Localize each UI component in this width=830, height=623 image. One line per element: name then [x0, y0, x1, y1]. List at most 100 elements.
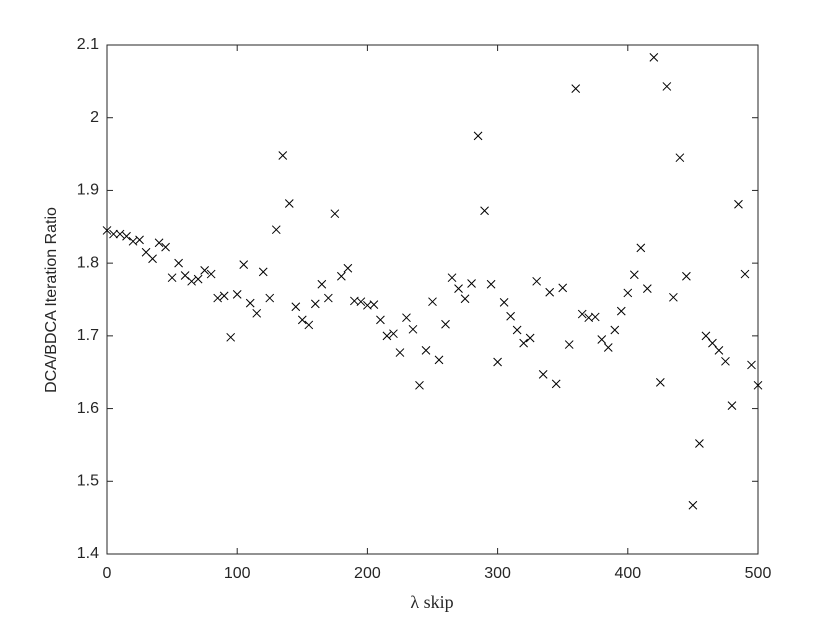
marker [310, 299, 320, 309]
y-tick-label: 1.4 [77, 545, 99, 562]
x-tick-label: 100 [224, 565, 251, 582]
marker [382, 331, 392, 341]
marker [408, 324, 418, 334]
marker [467, 279, 476, 288]
marker [675, 153, 685, 163]
marker [454, 284, 463, 293]
marker [330, 209, 340, 219]
marker [206, 269, 216, 279]
marker [708, 338, 717, 348]
marker [219, 291, 229, 301]
y-tick-label: 1.7 [77, 327, 99, 344]
marker [317, 279, 327, 289]
marker [239, 260, 249, 269]
marker [590, 312, 600, 322]
marker [122, 231, 131, 241]
marker [519, 338, 528, 348]
y-tick-label: 1.5 [77, 473, 99, 490]
marker [356, 297, 366, 307]
x-axis-label: λ skip [410, 592, 453, 612]
marker [337, 271, 346, 281]
marker [323, 293, 333, 303]
marker [597, 335, 607, 344]
x-tick-label: 0 [103, 565, 112, 582]
marker [551, 379, 561, 389]
marker [636, 243, 646, 253]
marker [747, 360, 756, 370]
marker [447, 273, 457, 283]
marker [102, 226, 112, 235]
marker [577, 309, 587, 319]
marker [161, 242, 170, 252]
marker [727, 401, 737, 411]
marker [532, 276, 542, 286]
marker [525, 333, 535, 343]
y-tick-label: 1.9 [77, 182, 99, 199]
marker [115, 229, 125, 239]
marker [376, 315, 385, 325]
x-tick-label: 500 [745, 565, 772, 582]
marker [232, 290, 242, 299]
marker [135, 235, 144, 245]
marker [499, 298, 509, 307]
x-tick-label: 200 [354, 565, 381, 582]
marker [200, 266, 210, 275]
marker [682, 271, 691, 281]
y-axis-label: DCA/BDCA Iteration Ratio [43, 207, 60, 393]
marker [655, 378, 665, 387]
marker [213, 293, 223, 303]
marker [473, 131, 483, 141]
marker [610, 325, 620, 335]
marker [480, 206, 489, 216]
marker [415, 380, 424, 390]
marker [428, 297, 437, 307]
marker [167, 273, 177, 283]
marker [148, 254, 157, 264]
marker [721, 356, 730, 366]
marker [174, 258, 183, 268]
marker [187, 276, 196, 286]
marker [395, 348, 405, 357]
marker [271, 225, 281, 235]
marker [662, 82, 672, 91]
marker [642, 284, 652, 293]
marker [616, 306, 626, 316]
marker [603, 343, 613, 352]
marker [669, 292, 678, 302]
marker [245, 298, 255, 308]
marker [753, 380, 763, 390]
marker [252, 308, 262, 318]
marker [389, 329, 398, 339]
marker [486, 279, 496, 289]
marker [558, 283, 568, 293]
marker [571, 84, 581, 93]
marker [278, 151, 288, 160]
marker [291, 302, 301, 312]
marker [740, 269, 750, 279]
marker [629, 270, 639, 280]
marker [493, 357, 502, 367]
marker [421, 346, 431, 355]
marker [109, 229, 118, 239]
marker [714, 346, 724, 355]
y-tick-label: 1.6 [77, 400, 99, 417]
marker [193, 274, 203, 284]
marker [695, 439, 704, 448]
marker [701, 331, 711, 341]
marker [154, 238, 164, 248]
x-tick-label: 400 [614, 565, 641, 582]
marker [304, 320, 314, 330]
marker [441, 319, 450, 329]
marker [258, 267, 268, 277]
marker [688, 500, 698, 510]
marker [402, 313, 411, 323]
marker [284, 199, 294, 208]
marker [297, 315, 307, 325]
marker [434, 355, 444, 365]
y-tick-label: 1.8 [77, 254, 99, 271]
marker [369, 300, 379, 309]
marker [343, 263, 353, 273]
x-tick-label: 300 [484, 565, 511, 582]
marker [545, 287, 555, 297]
marker [460, 294, 470, 304]
